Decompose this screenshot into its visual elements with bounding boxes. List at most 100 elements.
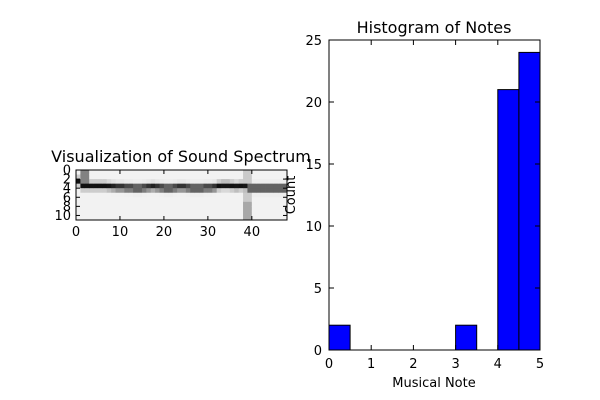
spectrum-cell bbox=[80, 175, 85, 180]
spectrum-cell bbox=[124, 179, 129, 184]
histogram-bar bbox=[519, 52, 540, 350]
spectrum-cell bbox=[256, 175, 261, 180]
spectrum-cell bbox=[195, 170, 200, 175]
spectrum-cell bbox=[177, 197, 182, 202]
spectrum-cell bbox=[256, 179, 261, 184]
spectrum-cell bbox=[212, 193, 217, 198]
spectrum-cell bbox=[129, 211, 134, 216]
spectrum-cell bbox=[155, 197, 160, 202]
spectrum-cell bbox=[234, 179, 239, 184]
spectrum-cell bbox=[120, 206, 125, 211]
spectrum-cell bbox=[221, 211, 226, 216]
spectrum-cell bbox=[85, 170, 90, 175]
spectrum-cell bbox=[76, 179, 81, 184]
histogram-x-tick-label: 5 bbox=[536, 357, 544, 372]
spectrum-cell bbox=[116, 193, 121, 198]
spectrum-cell bbox=[278, 175, 283, 180]
spectrum-cell bbox=[107, 179, 112, 184]
spectrum-cell bbox=[111, 175, 116, 180]
spectrum-x-tick-label: 10 bbox=[112, 225, 129, 240]
spectrum-cell bbox=[269, 197, 274, 202]
spectrum-cell bbox=[98, 175, 103, 180]
spectrum-cell bbox=[243, 202, 248, 207]
spectrum-cell bbox=[252, 179, 257, 184]
spectrum-cell bbox=[234, 197, 239, 202]
spectrum-cell bbox=[265, 175, 270, 180]
spectrum-cell bbox=[94, 202, 99, 207]
spectrum-cell bbox=[142, 202, 147, 207]
spectrum-cell bbox=[102, 211, 107, 216]
spectrum-cell bbox=[199, 206, 204, 211]
spectrum-x-tick-label: 40 bbox=[244, 225, 261, 240]
spectrum-cell bbox=[230, 197, 235, 202]
spectrum-cell bbox=[102, 170, 107, 175]
spectrum-cell bbox=[239, 211, 244, 216]
spectrum-cell bbox=[252, 211, 257, 216]
spectrum-cell bbox=[234, 170, 239, 175]
spectrum-cell bbox=[182, 193, 187, 198]
spectrum-cell bbox=[80, 206, 85, 211]
spectrum-cell bbox=[124, 188, 129, 193]
spectrum-cell bbox=[98, 197, 103, 202]
spectrum-cell bbox=[89, 175, 94, 180]
spectrum-cell bbox=[203, 184, 208, 189]
spectrum-cell bbox=[225, 202, 230, 207]
spectrum-cell bbox=[225, 179, 230, 184]
spectrum-cell bbox=[247, 202, 252, 207]
spectrum-cell bbox=[146, 211, 151, 216]
spectrum-cell bbox=[225, 211, 230, 216]
spectrum-cell bbox=[155, 193, 160, 198]
spectrum-cell bbox=[230, 206, 235, 211]
spectrum-cell bbox=[120, 184, 125, 189]
spectrum-cell bbox=[182, 202, 187, 207]
spectrum-cell bbox=[129, 188, 134, 193]
spectrum-cell bbox=[173, 170, 178, 175]
spectrum-cell bbox=[160, 197, 165, 202]
spectrum-cell bbox=[182, 175, 187, 180]
spectrum-cell bbox=[261, 184, 266, 189]
spectrum-cell bbox=[274, 197, 279, 202]
spectrum-cell bbox=[199, 179, 204, 184]
spectrum-cell bbox=[225, 188, 230, 193]
spectrum-cell bbox=[217, 206, 222, 211]
spectrum-cell bbox=[142, 179, 147, 184]
spectrum-cell bbox=[203, 197, 208, 202]
spectrum-cell bbox=[199, 188, 204, 193]
spectrum-cell bbox=[256, 197, 261, 202]
spectrum-cell bbox=[107, 184, 112, 189]
spectrum-cell bbox=[164, 206, 169, 211]
spectrum-cell bbox=[160, 206, 165, 211]
spectrum-heatmap bbox=[76, 170, 287, 220]
spectrum-cell bbox=[138, 184, 143, 189]
spectrum-cell bbox=[120, 193, 125, 198]
histogram-bars bbox=[329, 52, 540, 350]
spectrum-cell bbox=[111, 206, 116, 211]
spectrum-cell bbox=[120, 211, 125, 216]
spectrum-cell bbox=[116, 184, 121, 189]
spectrum-cell bbox=[190, 175, 195, 180]
spectrum-cell bbox=[124, 170, 129, 175]
spectrum-cell bbox=[234, 188, 239, 193]
spectrum-cell bbox=[186, 188, 191, 193]
spectrum-cell bbox=[274, 193, 279, 198]
spectrum-cell bbox=[164, 202, 169, 207]
spectrum-cell bbox=[124, 206, 129, 211]
spectrum-cell bbox=[160, 179, 165, 184]
spectrum-cell bbox=[190, 211, 195, 216]
spectrum-cell bbox=[182, 184, 187, 189]
spectrum-cell bbox=[261, 197, 266, 202]
spectrum-cell bbox=[208, 170, 213, 175]
spectrum-cell bbox=[146, 188, 151, 193]
histogram-bar bbox=[456, 325, 477, 350]
spectrum-cell bbox=[217, 211, 222, 216]
spectrum-cell bbox=[89, 188, 94, 193]
spectrum-cell bbox=[177, 184, 182, 189]
spectrum-cell bbox=[76, 206, 81, 211]
spectrum-cell bbox=[151, 175, 156, 180]
spectrum-cell bbox=[217, 184, 222, 189]
spectrum-cell bbox=[168, 184, 173, 189]
spectrum-cell bbox=[80, 184, 85, 189]
spectrum-cell bbox=[186, 211, 191, 216]
spectrum-cell bbox=[199, 197, 204, 202]
